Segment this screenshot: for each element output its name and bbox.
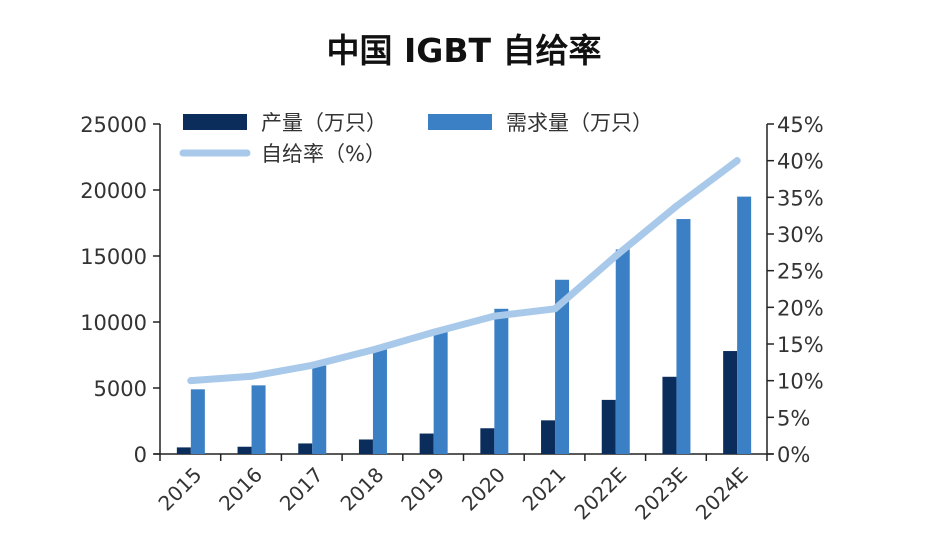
bar-demand — [312, 365, 327, 454]
x-tick-label: 2017 — [275, 463, 328, 516]
right-tick-label: 40% — [777, 150, 824, 174]
bar-demand — [372, 348, 387, 454]
right-tick-label: 10% — [777, 370, 824, 394]
bar-demand — [615, 249, 630, 454]
x-tick-label: 2024E — [691, 463, 753, 525]
point-self-sufficiency — [612, 252, 620, 260]
right-tick-label: 30% — [777, 223, 824, 247]
right-tick-label: 5% — [777, 406, 810, 430]
bar-demand — [190, 389, 205, 454]
x-tick-label: 2016 — [214, 463, 267, 516]
bar-production — [480, 428, 495, 454]
bar-demand — [251, 385, 266, 454]
line-layer — [187, 157, 741, 385]
left-tick-label: 20000 — [80, 179, 147, 203]
bar-production — [419, 433, 434, 454]
bar-production — [541, 420, 556, 454]
bar-demand — [676, 219, 691, 454]
bar-production — [662, 376, 677, 454]
legend: 产量（万只） 需求量（万只） 自给率（%） — [179, 111, 653, 166]
point-self-sufficiency — [430, 328, 438, 336]
right-tick-label: 15% — [777, 333, 824, 357]
legend-swatch-production — [183, 114, 247, 130]
point-self-sufficiency — [490, 312, 498, 320]
line-self-sufficiency — [187, 157, 741, 385]
point-self-sufficiency — [551, 305, 559, 313]
left-tick-label: 0 — [134, 443, 147, 467]
bar-production — [723, 351, 738, 454]
bars-layer — [176, 196, 752, 454]
bar-production — [176, 447, 191, 454]
left-tick-label: 10000 — [80, 311, 147, 335]
right-tick-label: 45% — [777, 113, 824, 137]
right-tick-label: 35% — [777, 186, 824, 210]
x-tick-label: 2021 — [518, 463, 571, 516]
bar-production — [237, 446, 252, 454]
point-self-sufficiency — [672, 202, 680, 210]
bar-production — [601, 399, 616, 454]
bar-demand — [737, 196, 752, 454]
chart-title: 中国 IGBT 自给率 — [326, 31, 601, 70]
bar-demand — [555, 279, 570, 454]
legend-label-self-sufficiency: 自给率（%） — [261, 142, 386, 166]
point-self-sufficiency — [248, 372, 256, 380]
bar-production — [298, 443, 313, 454]
point-self-sufficiency — [308, 361, 316, 369]
bar-demand — [494, 308, 509, 454]
x-tick-label: 2019 — [396, 463, 449, 516]
legend-label-production: 产量（万只） — [261, 111, 387, 135]
point-self-sufficiency — [187, 377, 195, 385]
legend-swatch-demand — [428, 114, 492, 130]
x-tick-label: 2018 — [336, 463, 389, 516]
axes-layer: 0 5000 10000 15000 20000 25000 0% 5% 10% 15% 20% 25… — [80, 113, 824, 524]
bar-production — [358, 439, 373, 454]
right-tick-label: 20% — [777, 296, 824, 320]
x-tick-label: 2020 — [457, 463, 510, 516]
left-tick-label: 15000 — [80, 245, 147, 269]
point-self-sufficiency — [733, 157, 741, 165]
point-self-sufficiency — [369, 346, 377, 354]
right-tick-label: 0% — [777, 443, 810, 467]
x-tick-label: 2022E — [569, 463, 631, 525]
left-tick-label: 5000 — [94, 377, 147, 401]
x-tick-label: 2023E — [630, 463, 692, 525]
x-tick-label: 2015 — [153, 463, 206, 516]
legend-label-demand: 需求量（万只） — [506, 111, 653, 135]
right-tick-label: 25% — [777, 260, 824, 284]
left-tick-label: 25000 — [80, 113, 147, 137]
bar-demand — [433, 329, 448, 454]
